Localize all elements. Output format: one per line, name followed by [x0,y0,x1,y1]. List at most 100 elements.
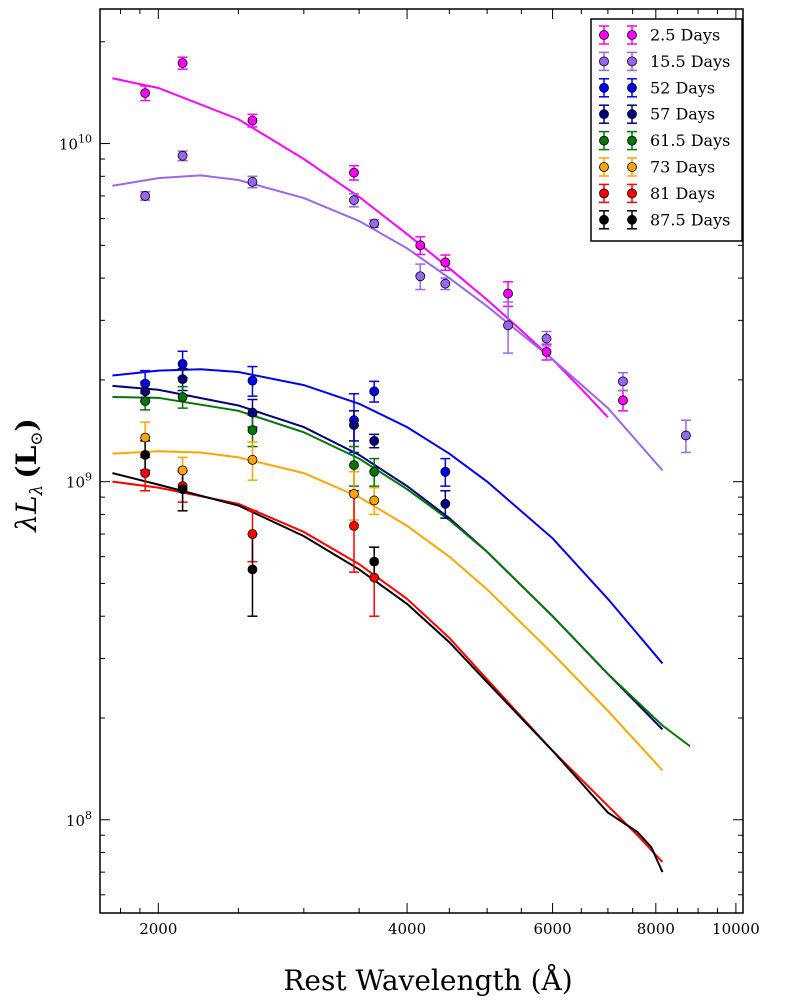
data-point [140,386,151,397]
fit-curve [112,368,664,665]
y-axis-title-sub: λ [27,485,47,497]
legend-marker [627,56,637,67]
data-point [369,466,380,477]
legend-marker [627,30,637,40]
legend-marker [599,56,609,67]
legend-marker [599,214,609,225]
data-point [140,468,151,479]
fit-curve [112,480,664,863]
x-tick-label: 8000 [637,920,675,938]
fit-curve [112,395,691,748]
y-tick-base: 10 [59,136,78,154]
data-point [541,346,552,357]
x-axis-title: Rest Wavelength (Å) [283,964,572,997]
data-point [681,430,691,441]
data-point [369,495,380,506]
data-point [140,449,151,460]
data-point [618,376,628,387]
data-point [369,386,380,397]
data-point [369,572,380,583]
legend-marker [627,109,637,120]
data-point [503,320,513,331]
data-point [618,395,628,406]
y-tick-base: 10 [66,474,85,492]
y-axis-title-unit: (L [10,445,43,478]
legend-label: 2.5 Days [650,26,720,45]
data-point [140,191,151,201]
legend-marker [599,82,609,93]
y-axis-title-unit-sub: ⊙ [27,431,47,445]
legend-marker [599,162,609,172]
data-point [177,484,188,495]
plot-frame [99,8,744,914]
data-point [140,88,151,98]
fit-curves [112,77,691,873]
data-point [247,425,258,436]
x-tick-label: 6000 [533,920,571,938]
data-point [415,240,426,251]
legend-label: 73 Days [650,158,715,177]
data-point [349,460,359,470]
data-point [177,358,188,369]
data-point [140,396,151,407]
data-point [247,529,258,539]
legend-marker [599,30,609,40]
data-point [177,374,188,385]
x-tick-label: 2000 [139,920,177,938]
legend-label: 81 Days [650,184,715,203]
data-point [349,195,359,206]
data-point [349,520,359,531]
legend-marker [627,82,637,93]
legend-marker [627,214,637,225]
data-point [177,150,188,161]
y-tick-exp: 9 [85,471,92,484]
data-point [415,271,426,282]
data-points [140,58,691,583]
x-tick-label: 10000 [712,920,760,938]
y-tick-label: 109 [66,471,92,492]
legend-box [590,18,743,242]
data-point [349,489,359,499]
data-point [503,288,513,299]
data-point [369,435,380,446]
data-point [440,466,451,477]
data-point [247,115,258,126]
y-tick-base: 10 [66,812,85,830]
legend: 2.5 Days 15.5 Days 52 Days 57 Days 61.5 Days… [590,18,743,242]
data-point [541,333,552,344]
fit-curve [112,384,664,731]
data-point [369,556,380,567]
legend-label: 15.5 Days [650,52,730,71]
fit-curve [112,174,664,472]
legend-label: 52 Days [650,78,715,97]
y-tick-label: 108 [66,809,92,830]
y-tick-label: 1010 [59,133,92,154]
y-tick-exp: 8 [85,809,92,822]
y-axis-title-main: λL [10,495,43,532]
y-tick-exp: 10 [78,133,92,146]
data-point [440,257,451,268]
legend-marker [599,135,609,146]
x-tick-label: 4000 [388,920,426,938]
legend-marker [627,188,637,199]
y-axis-title: λLλ (L⊙) [10,418,47,533]
legend-marker [599,188,609,199]
y-axis-title-close: ) [10,418,43,431]
fit-curve [112,450,664,772]
data-point [140,432,151,443]
data-point [247,375,258,386]
legend-marker [627,162,637,172]
data-point [177,465,188,476]
data-point [247,177,258,187]
data-point [440,498,451,509]
legend-label: 61.5 Days [650,131,730,150]
data-point [247,454,258,465]
data-point [349,167,359,178]
legend-label: 87.5 Days [650,210,730,229]
data-point [247,564,258,575]
data-point [369,218,380,229]
data-point [177,392,188,402]
legend-label: 57 Days [650,105,715,124]
